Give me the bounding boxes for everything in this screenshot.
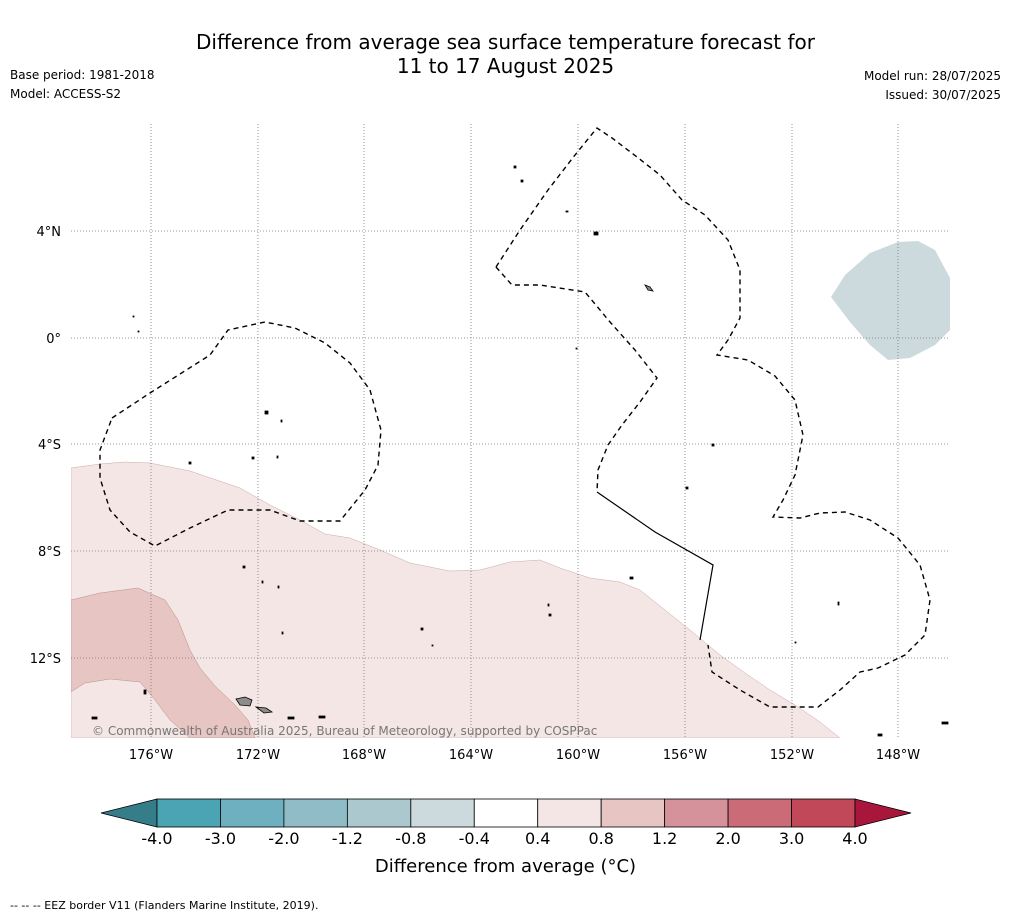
map-title: Difference from average sea surface temp… [0, 30, 1011, 78]
colorbar-segment [664, 798, 729, 828]
colorbar-tick-label: -2.0 [268, 829, 299, 848]
colorbar-segment [537, 798, 602, 828]
model-run: Model run: 28/07/2025 [863, 69, 1001, 83]
colorbar-segment [156, 798, 221, 828]
colorbar-segment [220, 798, 285, 828]
eez-borders [99, 127, 931, 708]
colorbar-ticks: -4.0 -3.0 -2.0 -1.2 -0.8 -0.4 0.4 0.8 1.2 2.0 3.0 4… [141, 829, 867, 848]
issued-date: Issued: 30/07/2025 [885, 88, 1001, 102]
colorbar-tick-label: -0.8 [395, 829, 426, 848]
model-name: Model: ACCESS-S2 [10, 87, 122, 101]
colorbar-over-arrow [854, 798, 912, 828]
colorbar-tick-label: 0.4 [525, 829, 550, 848]
colorbar-tick-label: -3.0 [205, 829, 236, 848]
title-line-1: Difference from average sea surface temp… [195, 30, 815, 54]
meta-right: Model run: 28/07/2025 Issued: 30/07/2025 [864, 67, 1001, 105]
lon-label: 172°W [236, 748, 280, 763]
colorbar-tick-label: 4.0 [842, 829, 867, 848]
colorbar-tick-label: 0.8 [588, 829, 613, 848]
colorbar-tick-label: 3.0 [779, 829, 804, 848]
lon-label: 176°W [129, 748, 173, 763]
colorbar-segment [346, 798, 412, 828]
graticule [71, 124, 950, 738]
lon-label: 148°W [876, 748, 920, 763]
colorbar-under-arrow [100, 798, 158, 828]
colorbar-segment [283, 798, 348, 828]
eez-border-kiribati [495, 127, 931, 708]
anomaly-0.8-1.2-region [71, 587, 256, 738]
lat-label: 12°S [30, 652, 61, 667]
lon-label: 152°W [770, 748, 814, 763]
lon-label: 164°W [449, 748, 493, 763]
colorbar-segment [410, 798, 475, 828]
colorbar-segment [600, 798, 666, 828]
lon-label: 156°W [663, 748, 707, 763]
islands [91, 165, 949, 737]
colorbar-label: Difference from average (°C) [374, 856, 637, 877]
meta-left: Base period: 1981-2018 Model: ACCESS-S2 [10, 66, 155, 104]
colorbar: -4.0 -3.0 -2.0 -1.2 -0.8 -0.4 0.4 0.8 1.2 2.0 3.0 4… [100, 798, 912, 848]
eez-legend-note: -- -- -- EEZ border V11 (Flanders Marine… [10, 899, 319, 912]
colorbar-tick-label: -1.2 [332, 829, 363, 848]
eez-border-tokelau [99, 321, 382, 547]
colorbar-segment [473, 798, 539, 828]
colorbar-segment [727, 798, 792, 828]
map-area [71, 124, 950, 738]
colorbar-tick-label: 2.0 [715, 829, 740, 848]
base-period: Base period: 1981-2018 [10, 68, 155, 82]
samoa-upolu [254, 706, 274, 714]
samoa-savaii [235, 696, 253, 707]
anomaly-0.4-0.8-region [71, 461, 841, 738]
colorbar-segments [156, 798, 856, 828]
latitude-labels: 4°N 0° 4°S 8°S 12°S [30, 225, 61, 667]
colorbar-segment [791, 798, 856, 828]
lat-label: 4°S [38, 438, 61, 453]
colorbar-tick-label: -4.0 [141, 829, 172, 848]
maritime-boundary [596, 491, 714, 641]
anomaly-neg-0.4-0.8-region [831, 241, 950, 360]
colorbar-tick-label: -0.4 [459, 829, 490, 848]
copyright-notice: © Commonwealth of Australia 2025, Bureau… [92, 724, 598, 738]
lat-label: 0° [46, 332, 61, 347]
lon-label: 168°W [342, 748, 386, 763]
eez-border-kiribati-west [495, 266, 658, 493]
longitude-labels: 176°W 172°W 168°W 164°W 160°W 156°W 152°… [129, 748, 920, 763]
colorbar-tick-label: 1.2 [652, 829, 677, 848]
title-line-2: 11 to 17 August 2025 [396, 54, 615, 78]
lat-label: 8°S [38, 545, 61, 560]
lat-label: 4°N [37, 225, 62, 240]
lon-label: 160°W [556, 748, 600, 763]
